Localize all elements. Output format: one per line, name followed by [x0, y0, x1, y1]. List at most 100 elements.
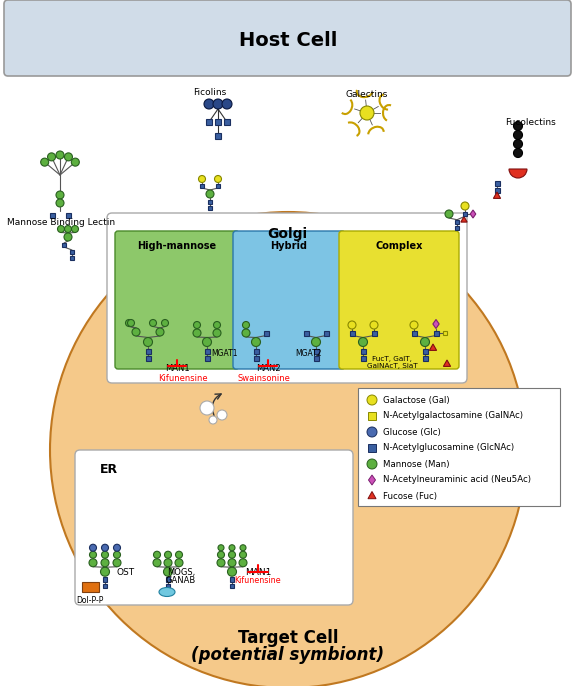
Text: MGAT2: MGAT2 [295, 349, 321, 358]
Circle shape [132, 328, 140, 336]
Text: ER: ER [100, 463, 118, 476]
Circle shape [213, 329, 221, 337]
Circle shape [228, 567, 236, 576]
Text: OST: OST [117, 568, 135, 577]
Circle shape [251, 338, 260, 346]
Text: MOGS,: MOGS, [167, 568, 195, 577]
Text: MAN2: MAN2 [256, 364, 281, 373]
Circle shape [50, 212, 526, 686]
Circle shape [370, 321, 378, 329]
Circle shape [213, 322, 220, 329]
Circle shape [410, 321, 418, 329]
Circle shape [367, 427, 377, 437]
Text: Fucose (Fuc): Fucose (Fuc) [383, 491, 437, 501]
Circle shape [360, 106, 374, 120]
Text: Glucose (Glc): Glucose (Glc) [383, 427, 441, 436]
Circle shape [113, 544, 121, 552]
Text: N-Acetylglucosamine (GlcNAc): N-Acetylglucosamine (GlcNAc) [383, 444, 514, 453]
Polygon shape [470, 210, 476, 218]
Bar [206, 119, 212, 125]
Circle shape [113, 552, 121, 558]
Circle shape [125, 320, 132, 327]
Bar [166, 584, 170, 589]
Bar [313, 348, 319, 353]
Circle shape [144, 338, 152, 346]
Bar [368, 444, 376, 452]
Circle shape [153, 559, 161, 567]
Circle shape [56, 199, 64, 207]
Circle shape [156, 328, 164, 336]
Circle shape [218, 545, 224, 551]
Circle shape [64, 226, 71, 233]
Text: Kifunensine: Kifunensine [158, 374, 208, 383]
Circle shape [204, 99, 214, 109]
Circle shape [163, 567, 172, 576]
Polygon shape [443, 360, 451, 366]
Bar [208, 206, 212, 210]
Bar [82, 582, 99, 592]
Circle shape [71, 226, 79, 233]
Text: Mannose Binding Lectin: Mannose Binding Lectin [7, 218, 115, 227]
Bar [70, 250, 74, 254]
Circle shape [128, 320, 135, 327]
Circle shape [461, 202, 469, 210]
Bar [358, 388, 560, 506]
Circle shape [64, 153, 72, 161]
FancyBboxPatch shape [339, 231, 459, 369]
Circle shape [214, 176, 221, 182]
Text: Fucolectins: Fucolectins [505, 118, 556, 127]
Text: (potential symbiont): (potential symbiont) [191, 646, 385, 664]
Bar [145, 355, 151, 361]
Circle shape [113, 559, 121, 567]
Circle shape [217, 559, 225, 567]
Text: Mannose (Man): Mannose (Man) [383, 460, 450, 469]
Bar [145, 348, 151, 353]
Text: Golgi: Golgi [267, 227, 307, 241]
Bar [70, 256, 74, 260]
Circle shape [193, 329, 201, 337]
Bar [103, 584, 108, 589]
Text: N-Acetylneuraminic acid (Neu5Ac): N-Acetylneuraminic acid (Neu5Ac) [383, 475, 531, 484]
Circle shape [217, 552, 224, 558]
Polygon shape [493, 192, 501, 198]
Text: MGAT1: MGAT1 [211, 349, 237, 358]
Bar [103, 577, 108, 582]
Circle shape [64, 233, 72, 241]
Text: Host Cell: Host Cell [239, 30, 337, 49]
Circle shape [445, 210, 453, 218]
Text: FucT, GalT,: FucT, GalT, [372, 356, 412, 362]
Bar [166, 577, 170, 582]
Text: Hybrid: Hybrid [270, 241, 308, 251]
Circle shape [164, 559, 172, 567]
Circle shape [242, 329, 250, 337]
Circle shape [154, 552, 160, 558]
Bar [350, 331, 355, 335]
Circle shape [213, 99, 223, 109]
Bar [215, 119, 221, 125]
Polygon shape [430, 344, 436, 351]
Circle shape [200, 401, 214, 415]
Bar [324, 331, 328, 335]
Bar [224, 119, 230, 125]
Bar [361, 355, 366, 361]
Bar [313, 355, 319, 361]
Circle shape [513, 121, 523, 130]
FancyBboxPatch shape [75, 450, 353, 605]
Circle shape [420, 338, 430, 346]
Bar [254, 355, 259, 361]
Circle shape [513, 148, 523, 158]
Wedge shape [509, 169, 527, 178]
FancyBboxPatch shape [4, 0, 571, 76]
Circle shape [348, 321, 356, 329]
Circle shape [56, 151, 64, 159]
Text: N-Acetylgalactosamine (GalNAc): N-Acetylgalactosamine (GalNAc) [383, 412, 523, 421]
Bar [443, 331, 447, 335]
Ellipse shape [159, 587, 175, 597]
Polygon shape [461, 217, 467, 222]
Bar [494, 180, 500, 185]
Bar [304, 331, 309, 335]
FancyBboxPatch shape [115, 231, 239, 369]
Circle shape [209, 416, 217, 424]
Circle shape [513, 130, 523, 139]
Circle shape [90, 552, 97, 558]
